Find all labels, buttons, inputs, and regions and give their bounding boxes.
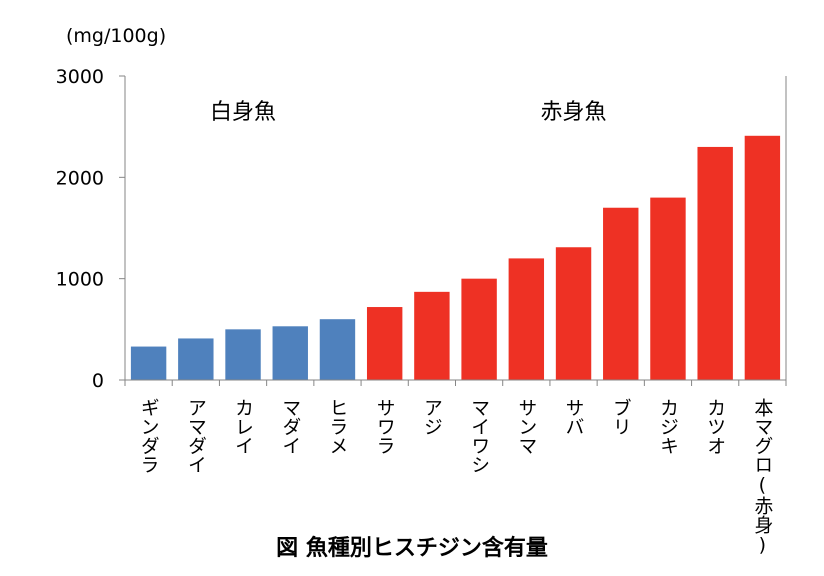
x-category-label: ヒラメ bbox=[326, 398, 348, 455]
x-category-label: カツオ bbox=[704, 398, 726, 455]
y-tick-label: 1000 bbox=[56, 269, 104, 291]
bar bbox=[555, 247, 592, 380]
bar bbox=[744, 135, 781, 380]
bars bbox=[130, 135, 781, 380]
y-axis: 0 1000 2000 3000 bbox=[56, 66, 126, 392]
y-unit-label: (mg/100g) bbox=[66, 25, 166, 47]
category-labels: ギンダラ アマダイ カレイ マダイ ヒラメ サワラ アジ マイワシ サンマ サバ ブリ カジキ カツオ 本… bbox=[138, 398, 774, 556]
bar bbox=[366, 307, 403, 380]
group-label: 白身魚 bbox=[210, 100, 276, 125]
bar bbox=[508, 258, 545, 380]
x-category-label: ギンダラ bbox=[138, 398, 160, 474]
x-category-label: ブリ bbox=[610, 398, 632, 436]
group-label: 赤身魚 bbox=[541, 100, 607, 125]
y-tick-label: 3000 bbox=[56, 66, 104, 88]
bar bbox=[414, 291, 450, 380]
x-category-label: アジ bbox=[421, 398, 443, 436]
bar bbox=[130, 346, 167, 380]
y-tick-label: 2000 bbox=[56, 167, 104, 189]
bar bbox=[319, 319, 356, 380]
x-category-label: カレイ bbox=[232, 398, 254, 455]
bar bbox=[272, 326, 308, 380]
x-category-label: 本マグロ(赤身) bbox=[751, 398, 773, 556]
bar bbox=[697, 146, 733, 380]
bar bbox=[461, 278, 497, 380]
bar bbox=[225, 329, 261, 380]
bar bbox=[603, 207, 639, 380]
bar bbox=[178, 338, 214, 380]
group-labels: 白身魚 赤身魚 bbox=[210, 100, 607, 125]
bar bbox=[650, 197, 686, 380]
x-category-label: カジキ bbox=[657, 398, 679, 455]
x-category-label: サンマ bbox=[515, 398, 537, 455]
chart-caption: 図 魚種別ヒスチジン含有量 bbox=[276, 535, 548, 561]
x-category-label: マダイ bbox=[279, 398, 301, 455]
x-category-label: サバ bbox=[563, 398, 585, 436]
x-category-label: アマダイ bbox=[185, 398, 207, 474]
x-category-label: マイワシ bbox=[468, 398, 490, 474]
y-tick-label: 0 bbox=[92, 370, 104, 392]
x-axis-ticks bbox=[124, 380, 787, 386]
x-category-label: サワラ bbox=[374, 398, 396, 455]
